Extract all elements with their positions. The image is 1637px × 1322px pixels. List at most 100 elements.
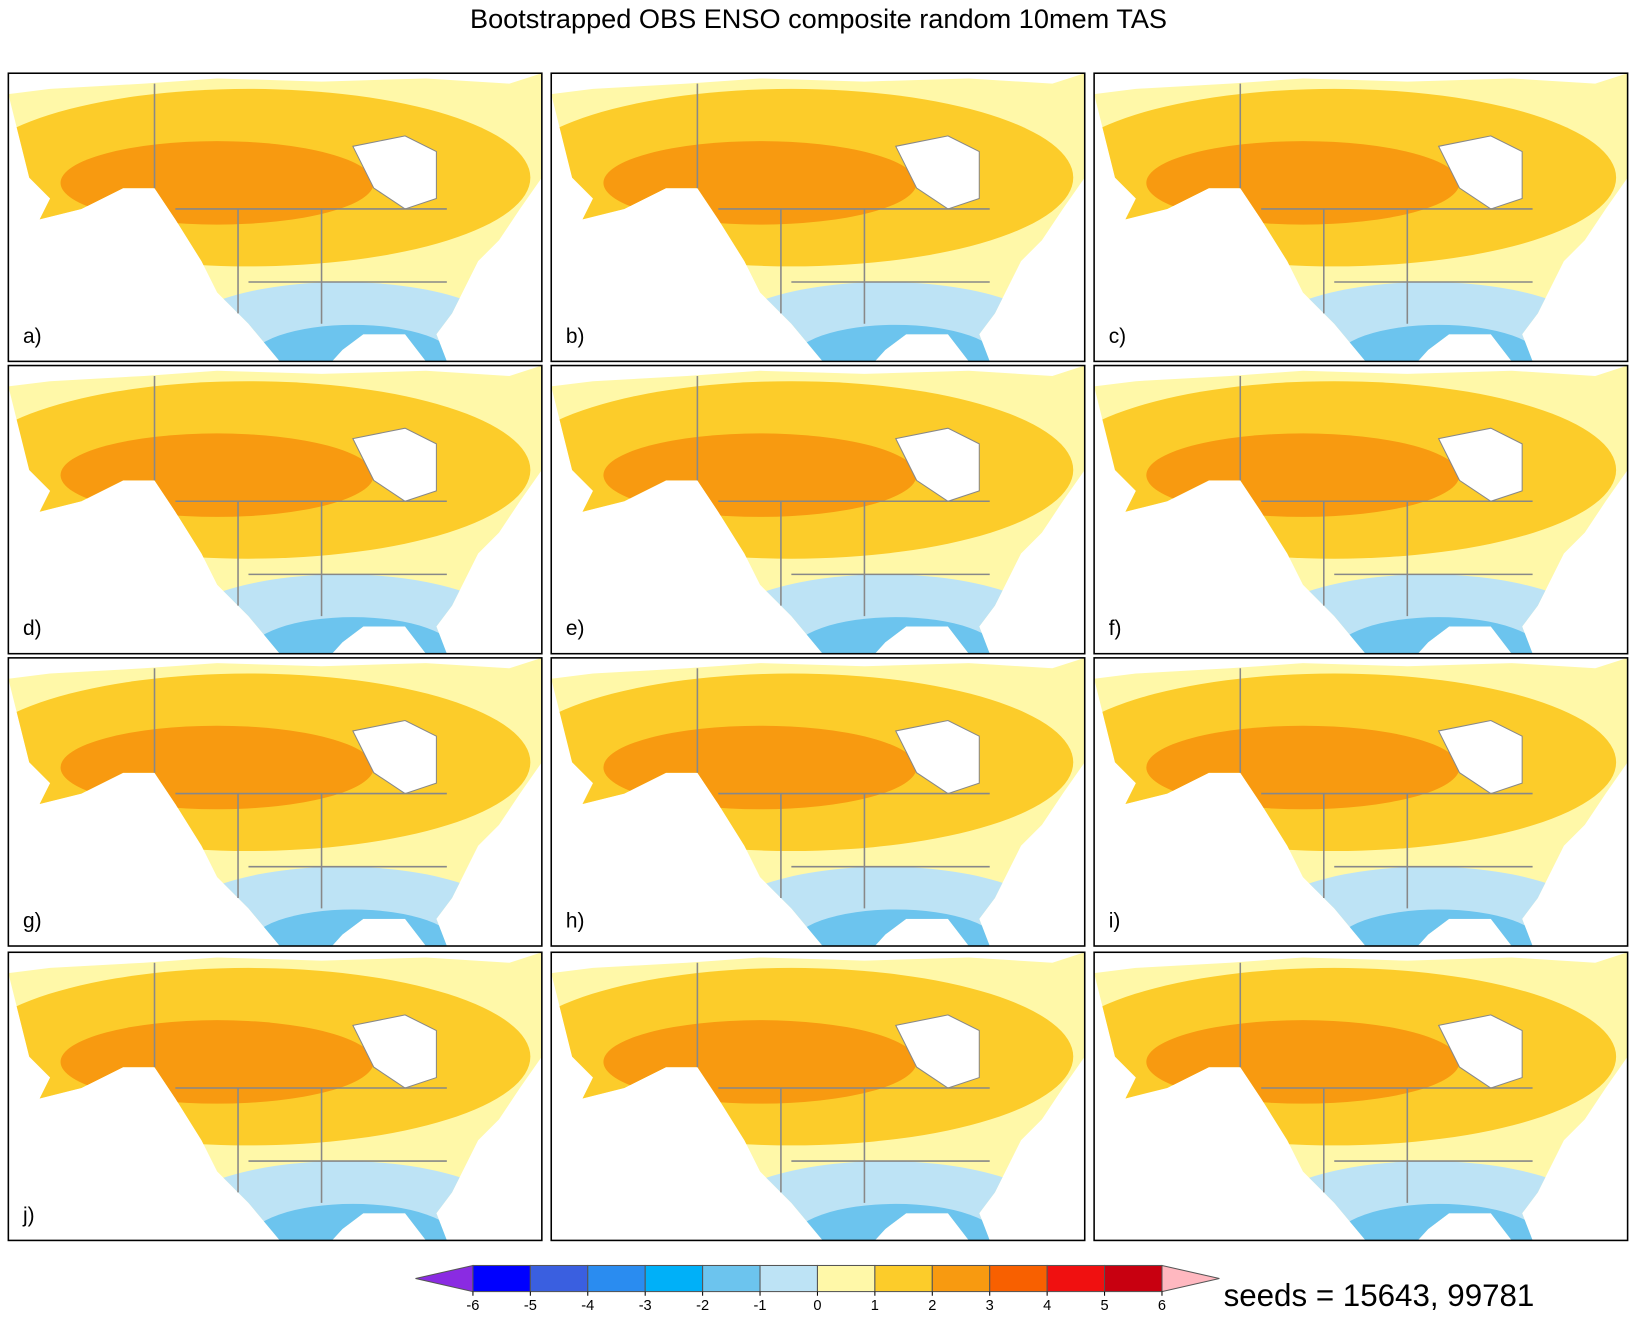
hudson-bay (352, 135, 437, 210)
colorbar-tick-label: -2 (696, 1298, 709, 1314)
panel-label: b) (566, 325, 585, 348)
panel-label: a) (23, 325, 42, 348)
borders (696, 83, 990, 324)
colorbar-tick-label: -4 (581, 1298, 594, 1314)
panel-frame (7, 364, 543, 655)
hudson-bay (894, 427, 980, 502)
colorbar-high-triangle (1161, 1264, 1220, 1293)
borders (153, 83, 447, 324)
field-warmer (60, 433, 374, 517)
field-warmer (1146, 1020, 1460, 1104)
colorbar-low-triangle (415, 1264, 474, 1293)
hudson-bay (352, 427, 437, 502)
borders (1239, 83, 1533, 324)
map-panel: b) (550, 72, 1086, 363)
colorbar-box (472, 1264, 531, 1293)
field-warmer (60, 725, 374, 810)
map-panel: e) (550, 364, 1086, 655)
panel-frame (550, 72, 1086, 363)
hudson-bay (894, 135, 980, 210)
panel-frame (550, 951, 1086, 1242)
panel-label: i) (1109, 910, 1121, 933)
colorbar-box (1104, 1264, 1163, 1293)
figure-title: Bootstrapped OBS ENSO composite random 1… (470, 3, 1167, 34)
borders (153, 375, 447, 617)
hudson-bay (1437, 427, 1523, 502)
colorbar-tick-label: 4 (1043, 1298, 1051, 1314)
colorbar-box (1046, 1264, 1106, 1293)
colorbar-box (702, 1264, 761, 1293)
field-warmer (1146, 725, 1460, 810)
panel-label: c) (1109, 325, 1126, 348)
panel-frame (550, 364, 1086, 655)
map-panel (1093, 951, 1629, 1242)
field-warmer (603, 725, 917, 810)
hudson-bay (894, 1014, 980, 1089)
colorbar-tick-label: 1 (871, 1298, 879, 1314)
colorbar-tick-label: -5 (524, 1298, 537, 1314)
field-warmer (1146, 433, 1460, 517)
field-warmer (603, 141, 917, 225)
field-warmer (1146, 141, 1460, 225)
map-panel (550, 951, 1086, 1242)
field-warmer (603, 1020, 917, 1104)
colorbar-box (874, 1264, 933, 1293)
map-panel: d) (7, 364, 543, 655)
borders (153, 962, 447, 1203)
map-panel: g) (7, 657, 543, 947)
borders (1239, 962, 1533, 1203)
panel-frame (7, 657, 543, 947)
colorbar-tick-label: -1 (754, 1298, 767, 1314)
hudson-bay (352, 719, 437, 795)
panel-frame (1093, 657, 1629, 947)
panel-frame (7, 951, 543, 1242)
colorbar-box (759, 1264, 818, 1293)
map-panel: h) (550, 657, 1086, 947)
colorbar-box (816, 1264, 876, 1293)
colorbar-tick-label: 0 (813, 1298, 821, 1314)
hudson-bay (1437, 135, 1523, 210)
colorbar-box (931, 1264, 991, 1293)
field-warmer (603, 433, 917, 517)
colorbar-tick-label: -3 (639, 1298, 652, 1314)
borders (1239, 668, 1533, 909)
colorbar-tick-label: -6 (466, 1298, 479, 1314)
map-panel: a) (7, 72, 543, 363)
panel-label: d) (23, 617, 42, 640)
seeds-annotation: seeds = 15643, 99781 (1224, 1278, 1535, 1313)
panel-label: f) (1109, 617, 1122, 640)
hudson-bay (894, 719, 980, 795)
panel-frame (1093, 72, 1629, 363)
panel-frame (1093, 364, 1629, 655)
colorbar-tick-label: 6 (1158, 1298, 1166, 1314)
borders (696, 668, 990, 909)
panel-label: h) (566, 910, 585, 933)
borders (153, 668, 447, 909)
field-warmer (60, 1020, 374, 1104)
hudson-bay (352, 1014, 437, 1089)
hudson-bay (1437, 1014, 1523, 1089)
field-warmer (60, 141, 374, 225)
borders (1239, 375, 1533, 617)
colorbar-box (587, 1264, 646, 1293)
borders (696, 375, 990, 617)
panel-frame (1093, 951, 1629, 1242)
map-panel: j) (7, 951, 543, 1242)
panel-label: g) (23, 910, 42, 933)
colorbar-box (644, 1264, 704, 1293)
panel-label: e) (566, 617, 585, 640)
map-panel: f) (1093, 364, 1629, 655)
hudson-bay (1437, 719, 1523, 795)
panel-frame (7, 72, 543, 363)
colorbar-tick-label: 2 (928, 1298, 936, 1314)
map-panel: i) (1093, 657, 1629, 947)
colorbar-tick-label: 3 (986, 1298, 994, 1314)
colorbar-box (529, 1264, 589, 1293)
colorbar-box (989, 1264, 1048, 1293)
borders (696, 962, 990, 1203)
colorbar-tick-label: 5 (1100, 1298, 1108, 1314)
panel-label: j) (22, 1204, 35, 1227)
panel-frame (550, 657, 1086, 947)
